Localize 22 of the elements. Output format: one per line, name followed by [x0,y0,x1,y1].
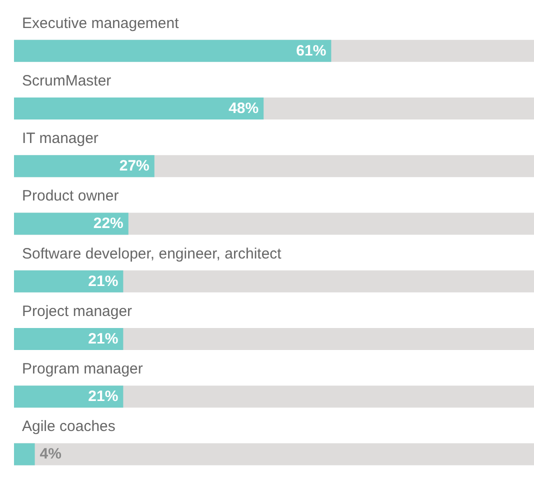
data-label: 4% [40,446,62,463]
bar [14,155,154,178]
data-label: 22% [93,215,124,232]
data-label: 21% [88,272,118,290]
y-tick-label: Agile coaches [22,418,116,436]
data-label: 21% [88,330,118,348]
bar [14,212,128,235]
y-tick-label: Executive management [22,14,180,32]
y-tick-label: Software developer, engineer, architect [22,245,282,262]
data-label: 48% [228,100,259,117]
y-tick-label: Program manager [22,360,143,378]
data-label: 61% [296,42,326,60]
bar [14,443,35,466]
data-label: 21% [88,388,118,406]
data-label: 27% [119,158,150,175]
bar [14,328,124,350]
bar [14,270,124,292]
bar [14,386,124,408]
y-tick-label: Project manager [22,302,132,320]
y-tick-label: Product owner [22,188,119,205]
y-tick-label: IT manager [22,130,98,148]
y-tick-label: ScrumMaster [22,72,112,90]
